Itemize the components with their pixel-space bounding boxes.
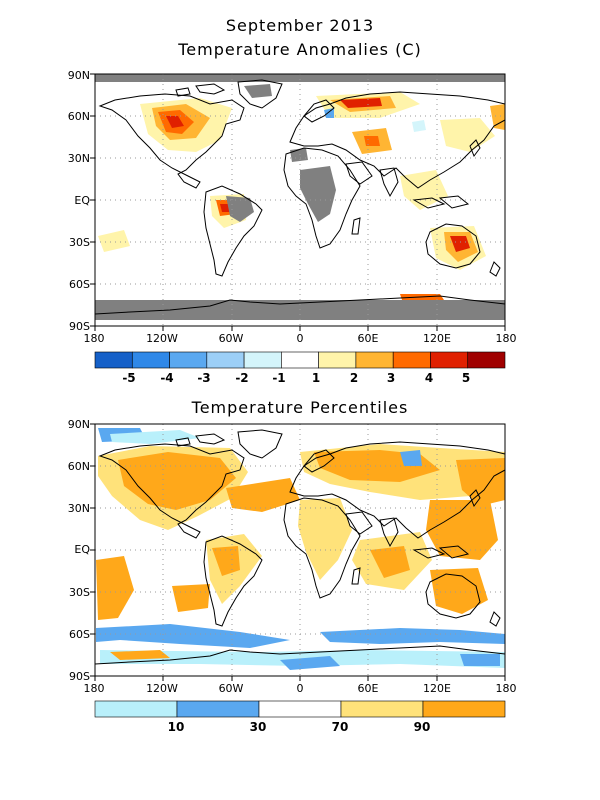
colorbar-label: 3 [386,371,396,385]
colorbar-label: 5 [461,371,471,385]
colorbar-swatch [355,351,394,369]
colorbar-label: 10 [167,720,185,734]
lon-label: 60E [357,682,379,695]
colorbar-swatch [258,700,342,718]
colorbar-swatch [131,351,170,369]
lat-label: 90N [67,69,90,82]
anomaly-map [90,73,506,331]
anomaly-colorbar [94,351,506,369]
colorbar-swatch [430,351,469,369]
colorbar-swatch [318,351,357,369]
lon-label: 180 [83,682,105,695]
lat-label: 60N [67,110,90,123]
lon-label: 180 [495,332,517,345]
colorbar-label: -2 [235,371,249,385]
colorbar-swatch [176,700,260,718]
colorbar-label: 70 [331,720,349,734]
colorbar-label: -1 [272,371,286,385]
colorbar-swatch [94,700,178,718]
lat-label: 60S [69,628,90,641]
lat-label: EQ [74,194,90,207]
anomaly-ticks [90,73,506,331]
colorbar-label: -4 [160,371,174,385]
percentile-ticks [90,423,506,681]
lat-label: 90S [69,670,90,683]
colorbar-swatch [94,351,133,369]
lat-label: 90S [69,320,90,333]
colorbar-label: 2 [349,371,359,385]
colorbar-swatch [340,700,424,718]
lon-label: 0 [296,332,304,345]
lon-label: 60W [218,332,244,345]
lat-label: 30S [69,236,90,249]
lon-label: 120W [146,682,178,695]
figure-title: September 2013 [225,16,375,35]
lat-label: 30N [67,152,90,165]
colorbar-swatch [467,351,506,369]
percentile-shading [96,428,505,670]
lat-label: 30N [67,502,90,515]
colorbar-swatch [281,351,319,369]
percentile-map [90,423,506,681]
lon-label: 60E [357,332,379,345]
colorbar-label: 90 [413,720,431,734]
colorbar-swatch [392,351,431,369]
lon-label: 120W [146,332,178,345]
colorbar-label: 30 [249,720,267,734]
colorbar-label: 1 [311,371,321,385]
colorbar-label: -5 [122,371,136,385]
colorbar-label: -3 [197,371,211,385]
anomaly-grid [95,74,505,326]
colorbar-swatch [243,351,282,369]
lon-label: 120E [423,332,451,345]
lat-label: 60N [67,460,90,473]
lon-label: 120E [423,682,451,695]
colorbar-swatch [169,351,208,369]
percentile-colorbar [94,700,506,718]
colorbar-label: 4 [424,371,434,385]
percentile-map-title: Temperature Percentiles [191,398,409,417]
lon-label: 180 [83,332,105,345]
colorbar-swatch [422,700,506,718]
anomaly-map-title: Temperature Anomalies (C) [178,40,422,59]
colorbar-swatch [206,351,245,369]
lon-label: 0 [296,682,304,695]
lat-label: 30S [69,586,90,599]
anomaly-shading [95,74,505,320]
lat-label: 60S [69,278,90,291]
lat-label: EQ [74,543,90,556]
lat-label: 90N [67,418,90,431]
lon-label: 180 [495,682,517,695]
lon-label: 60W [218,682,244,695]
